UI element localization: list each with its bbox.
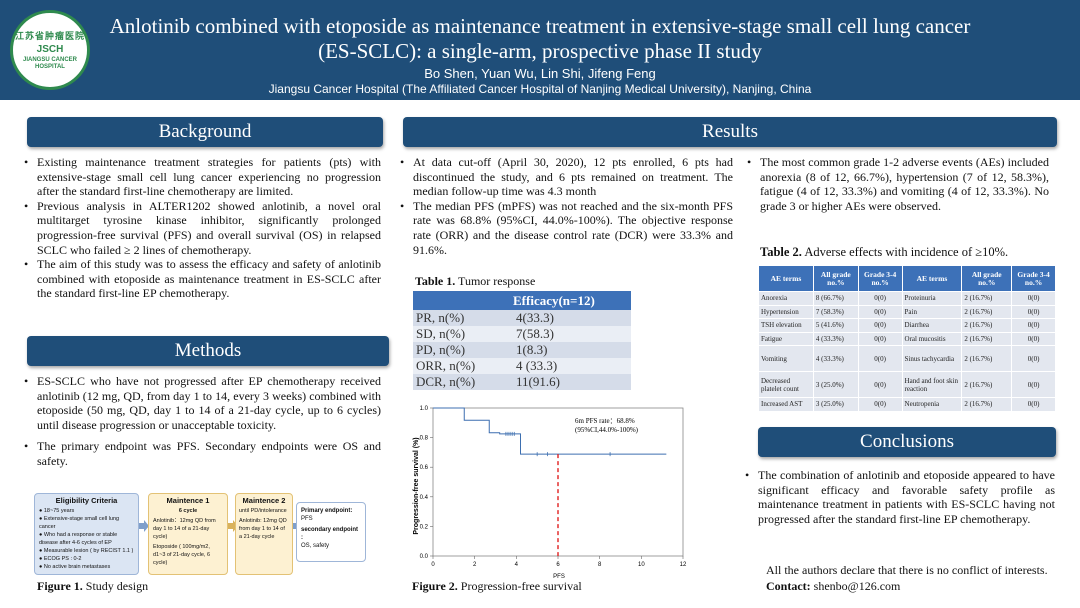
x-tick-label: 10: [638, 562, 645, 568]
maintenance-1-etoposide: Etoposide ( 100mg/m2, d1~3 of 21-day cyc…: [153, 544, 211, 566]
poster-title: Anlotinib combined with etoposide as mai…: [100, 14, 980, 64]
y-tick-label: 0.4: [420, 495, 429, 501]
chart-censor-marks: [505, 431, 611, 457]
y-axis-label: Progression-free survival (%): [413, 437, 420, 534]
primary-endpoint-label: Primary endpoint:: [301, 508, 353, 514]
conclusions-heading: Conclusions: [758, 427, 1056, 457]
x-tick-label: 8: [598, 562, 602, 568]
chart-series: [433, 407, 667, 556]
maintenance-1-title: Maintence 1: [166, 496, 210, 505]
y-tick-label: 0.0: [420, 554, 429, 560]
maintenance-1-box: Maintence 1 6 cycle Anlotinib：12mg QD fr…: [148, 493, 228, 575]
table-1-caption: Table 1. Tumor response: [415, 274, 536, 288]
background-bullet: Existing maintenance treatment strategie…: [24, 155, 381, 199]
logo-chinese-text: 江苏省肿瘤医院: [14, 31, 85, 41]
x-tick-label: 4: [515, 562, 519, 568]
table-row: PR, n(%) 4(33.3): [413, 310, 631, 326]
arrow-icon: [139, 520, 149, 532]
table-row: Increased AST 3 (25.0%) 0(0) Neutropenia 2 (…: [758, 397, 1056, 412]
methods-bullet: ES-SCLC who have not progressed after EP…: [24, 374, 381, 432]
y-tick-label: 0.6: [420, 465, 429, 471]
results-bullet: The median PFS (mPFS) was not reached an…: [400, 199, 733, 257]
background-heading: Background: [27, 117, 383, 147]
hospital-logo: 江苏省肿瘤医院 JSCH JIANGSU CANCER HOSPITAL: [10, 10, 90, 90]
table-row: Hypertension 7 (58.3%) 0(0) Pain 2 (16.7%) 0(…: [758, 304, 1056, 319]
table-row: TSH elevation 5 (41.6%) 0(0) Diarrhea 2 (16.…: [758, 318, 1056, 333]
x-axis-label: PFS: [553, 574, 565, 580]
contact: Contact: shenbo@126.com: [766, 579, 901, 593]
figure-2-caption: Figure 2. Progression-free survival: [412, 579, 582, 593]
conclusions-bullet: The combination of anlotinib and etoposi…: [745, 468, 1055, 526]
chart-annotation-ci: (95%CI,44.0%-100%): [575, 426, 639, 434]
y-tick-label: 1.0: [420, 406, 429, 412]
eligibility-item: ● Who had a response or stable disease a…: [39, 532, 118, 546]
eligibility-box: Eligibility Criteria ● 18~75 years ● Ext…: [34, 493, 139, 575]
tumor-response-table: Efficacy(n=12) PR, n(%) 4(33.3) SD, n(%) 7…: [413, 291, 631, 390]
table-header-row: AE terms All grade no.% Grade 3-4 no.% A…: [758, 265, 1056, 292]
maintenance-2-until: until PD/intolerance: [239, 508, 287, 514]
results-bullet: At data cut-off (April 30, 2020), 12 pts…: [400, 155, 733, 199]
chart-ticks: 0 2 4 6 8 10 12 0.0 0.2 0.4 0.6 0.8 1.0: [420, 406, 687, 568]
figure-1-caption: Figure 1. Study design: [37, 579, 149, 593]
title-line-2: (ES-SCLC): a single-arm, prospective pha…: [318, 39, 762, 63]
methods-bullet: The primary endpoint was PFS. Secondary …: [24, 439, 381, 468]
table-2-caption: Table 2. Adverse effects with incidence …: [760, 245, 1009, 259]
conflict-statement: All the authors declare that there is no…: [766, 563, 1048, 577]
results-bullet: The most common grade 1-2 adverse events…: [747, 155, 1049, 213]
table-row: Fatigue 4 (33.3%) 0(0) Oral mucositis 2 (16.…: [758, 331, 1056, 346]
pfs-km-chart: Progression-free survival (%) PFS 0 2 4 6 8 1…: [413, 406, 687, 580]
maintenance-2-anlotinib: Anlotinib: 12mg QD from day 1 to 14 of a…: [239, 518, 287, 540]
maintenance-2-title: Maintence 2: [242, 496, 286, 505]
table-row: Vomiting 4 (33.3%) 0(0) Sinus tachycardia 2 …: [758, 345, 1056, 372]
x-tick-label: 2: [473, 562, 477, 568]
eligibility-item: ● Measurable lesion ( by RECIST 1.1 ): [39, 548, 134, 554]
table-1-header: Efficacy(n=12): [413, 291, 631, 310]
x-tick-label: 6: [556, 562, 560, 568]
maintenance-1-anlotinib: Anlotinib：12mg QD from day 1 to 14 of a …: [153, 518, 216, 540]
eligibility-title: Eligibility Criteria: [55, 496, 118, 505]
table-row: DCR, n(%) 11(91.6): [413, 374, 631, 390]
eligibility-item: ● Extensive-stage small cell lung cancer: [39, 516, 120, 530]
table-row: ORR, n(%) 4 (33.3): [413, 358, 631, 374]
x-tick-label: 0: [431, 562, 435, 568]
poster-header: [0, 0, 1080, 100]
maintenance-1-cycle: 6 cycle: [178, 508, 198, 514]
results-text-right: The most common grade 1-2 adverse events…: [747, 155, 1049, 213]
chart-annotation: 6m PFS rate：68.8%: [575, 417, 635, 425]
y-tick-label: 0.2: [420, 524, 429, 530]
adverse-events-table: AE terms All grade no.% Grade 3-4 no.% A…: [758, 265, 1056, 412]
table-row: PD, n(%) 1(8.3): [413, 342, 631, 358]
table-row: Anorexia 8 (66.7%) 0(0) Proteinuria 2 (16.7%…: [758, 291, 1056, 306]
eligibility-item: ● ECOG PS : 0-2: [39, 556, 82, 562]
y-tick-label: 0.8: [420, 436, 429, 442]
results-heading: Results: [403, 117, 1057, 147]
eligibility-item: ● 18~75 years: [39, 508, 75, 514]
table-row: SD, n(%) 7(58.3): [413, 326, 631, 342]
logo-english-text: JIANGSU CANCER HOSPITAL: [22, 57, 77, 70]
maintenance-2-box: Maintence 2 until PD/intolerance Anlotin…: [235, 493, 293, 575]
table-row: Decreased platelet count 3 (25.0%) 0(0) Han…: [758, 371, 1056, 398]
background-bullet: The aim of this study was to assess the …: [24, 257, 381, 301]
logo-abbreviation: JSCH: [36, 44, 64, 55]
affiliation: Jiangsu Cancer Hospital (The Affiliated …: [268, 82, 812, 96]
secondary-endpoint-label: secondary endpoint :: [301, 527, 359, 541]
title-line-1: Anlotinib combined with etoposide as mai…: [109, 14, 971, 38]
series-line: [433, 407, 667, 455]
background-bullet: Previous analysis in ALTER1202 showed an…: [24, 199, 381, 257]
results-text-left: At data cut-off (April 30, 2020), 12 pts…: [400, 155, 733, 257]
authors: Bo Shen, Yuan Wu, Lin Shi, Jifeng Feng: [424, 66, 656, 81]
secondary-endpoint-value: OS, safety: [301, 543, 330, 549]
eligibility-item: ● No active brain metastases: [39, 564, 111, 570]
x-tick-label: 12: [680, 562, 687, 568]
conclusions-text: The combination of anlotinib and etoposi…: [745, 468, 1055, 526]
background-text: Existing maintenance treatment strategie…: [24, 155, 381, 301]
endpoint-box: Primary endpoint: PFS secondary endpoint…: [296, 502, 366, 562]
methods-text: ES-SCLC who have not progressed after EP…: [24, 374, 381, 469]
methods-heading: Methods: [27, 336, 389, 366]
primary-endpoint-value: PFS: [301, 516, 313, 522]
